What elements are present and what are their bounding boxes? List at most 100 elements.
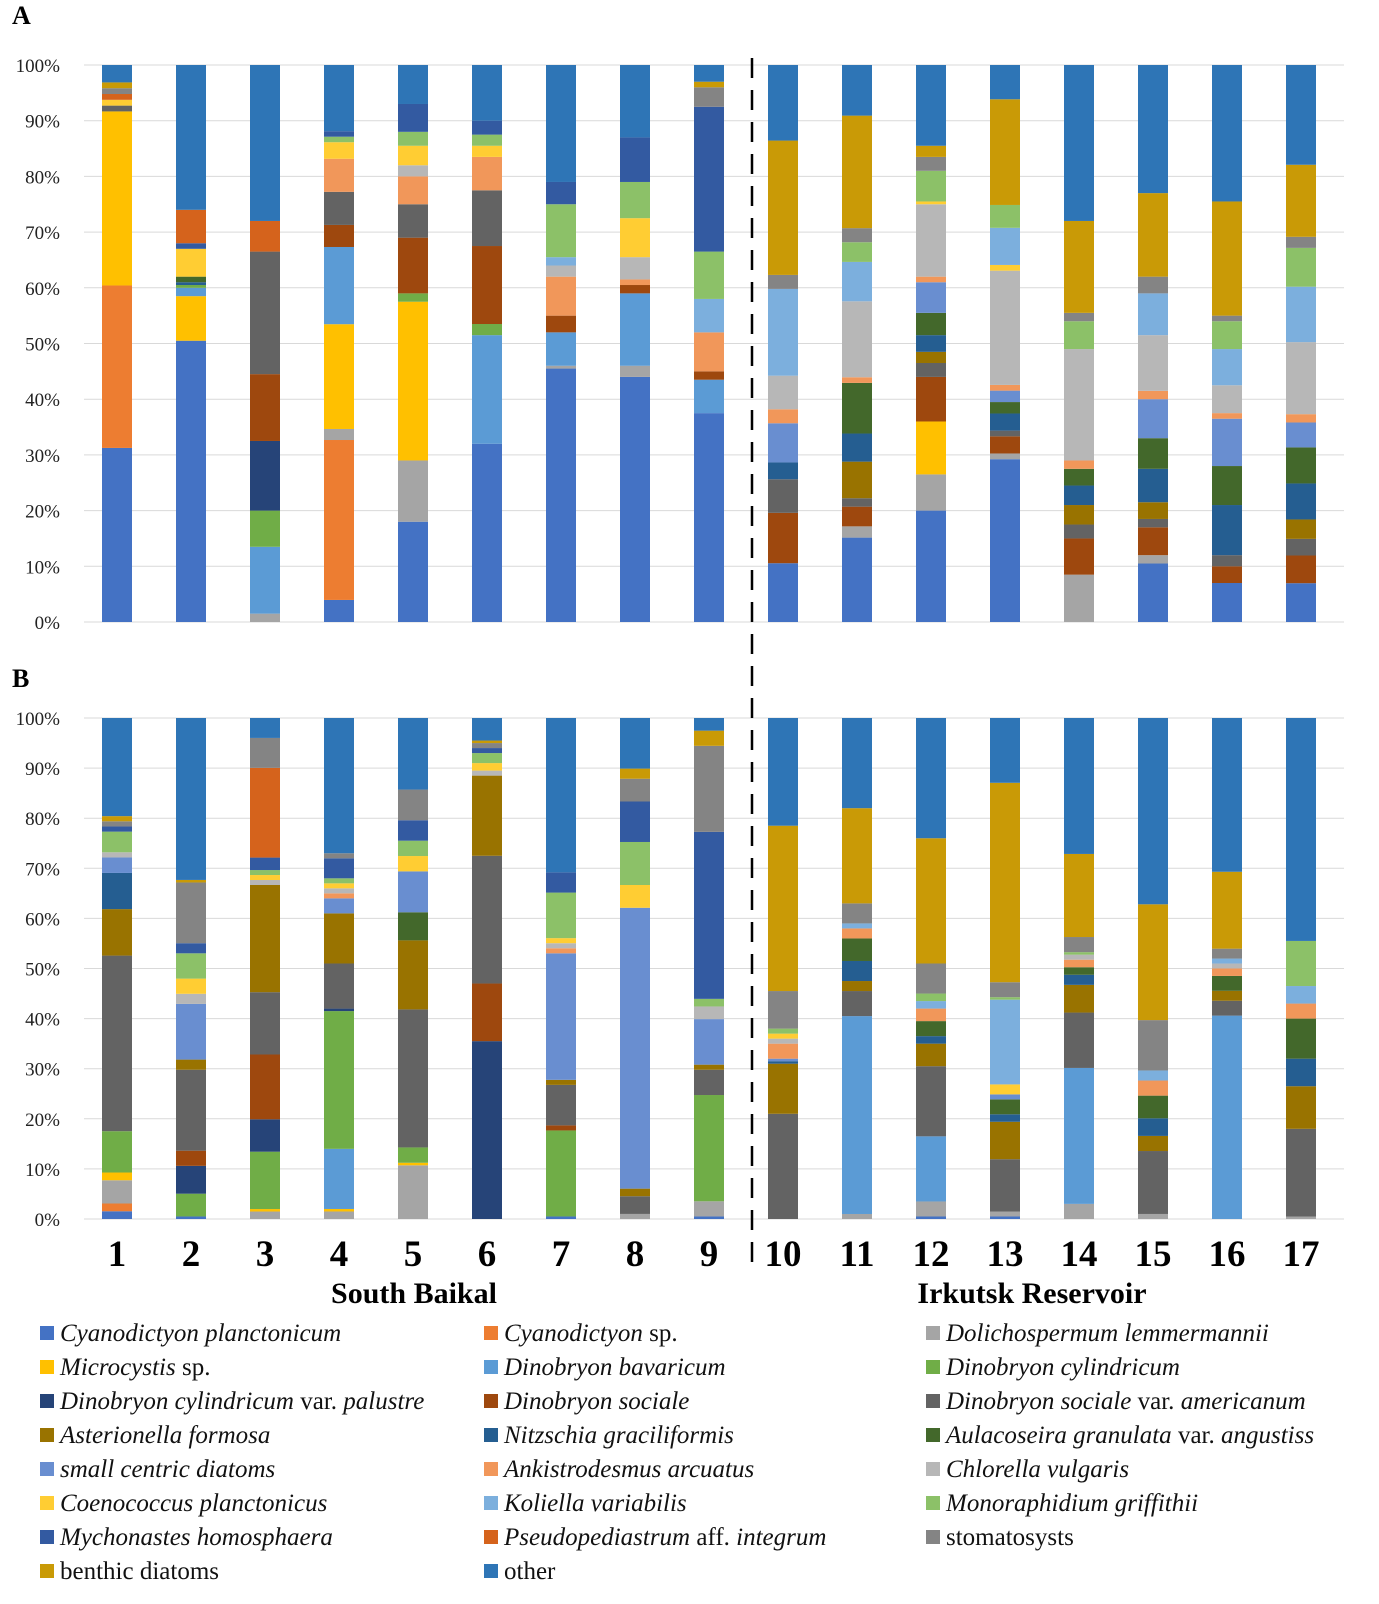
site-label: 15	[1135, 1234, 1172, 1275]
legend-swatch	[40, 1462, 54, 1476]
bar-segment-a-site-14-stomatosysts	[1064, 312, 1094, 322]
bar-segment-a-site-17-dinobryon-sociale	[1286, 555, 1316, 584]
bar-segment-b-site-7-dinobryon-cylindricum	[546, 1130, 576, 1217]
bar-segment-b-site-17-aulacoseira-granulata-var-angustiss	[1286, 1018, 1316, 1059]
bar-segment-b-site-7-dinobryon-sociale	[546, 1125, 576, 1131]
legend-item: Pseudopediastrum aff. integrum	[484, 1524, 826, 1551]
bar-segment-b-site-8-stomatosysts	[620, 778, 650, 802]
bar-segment-b-site-1-benthic-diatoms	[102, 816, 132, 822]
bar-segment-a-site-14-aulacoseira-granulata-var-angustiss	[1064, 468, 1094, 486]
bar-segment-a-site-17-koliella-variabilis	[1286, 286, 1316, 343]
bar-segment-a-site-9-ankistrodesmus-arcuatus	[694, 332, 724, 372]
bar-segment-a-site-10-koliella-variabilis	[768, 288, 798, 376]
legend-swatch	[40, 1326, 54, 1340]
bar-segment-a-site-3-dolichospermum-lemmermannii	[250, 613, 280, 622]
bar-segment-b-site-13-aulacoseira-granulata-var-angustiss	[990, 1099, 1020, 1115]
legend-swatch	[926, 1462, 940, 1476]
site-label: 1	[108, 1234, 127, 1275]
bar-segment-b-site-13-monoraphidium-griffithii	[990, 997, 1020, 1000]
y-tick-label: 100%	[16, 709, 61, 730]
bar-segment-a-site-4-microcystis-sp	[324, 324, 354, 429]
y-tick-label: 30%	[25, 1060, 60, 1081]
bar-segment-b-site-14-dolichospermum-lemmermannii	[1064, 1203, 1094, 1219]
legend-label: Koliella variabilis	[503, 1490, 687, 1517]
bar-segment-b-site-5-dinobryon-sociale-var-americanum	[398, 1009, 428, 1148]
legend-label: Dinobryon cylindricum var. palustre	[59, 1388, 424, 1415]
bar-segment-b-site-12-asterionella-formosa	[916, 1043, 946, 1067]
site-label: 17	[1283, 1234, 1320, 1275]
bar-segment-b-site-12-dinobryon-sociale-var-americanum	[916, 1066, 946, 1137]
bar-segment-a-site-14-asterionella-formosa	[1064, 505, 1094, 525]
panel-a-label: A	[12, 1, 31, 30]
legend-label: Dinobryon cylindricum	[945, 1354, 1180, 1381]
panel-b-label: B	[12, 664, 29, 693]
bar-segment-b-site-15-ankistrodesmus-arcuatus	[1138, 1080, 1168, 1096]
bar-segment-a-site-12-dinobryon-sociale	[916, 376, 946, 422]
bar-segment-a-site-16-other	[1212, 65, 1242, 202]
bar-segment-a-site-13-ankistrodesmus-arcuatus	[990, 384, 1020, 391]
bar-segment-b-site-3-dinobryon-sociale-var-americanum	[250, 992, 280, 1055]
bar-segment-a-site-13-monoraphidium-griffithii	[990, 204, 1020, 228]
bar-segment-a-site-4-dinobryon-sociale	[324, 224, 354, 247]
bar-segment-a-site-15-ankistrodesmus-arcuatus	[1138, 390, 1168, 400]
group-label-irkutsk-reservoir: Irkutsk Reservoir	[917, 1277, 1146, 1310]
bar-segment-b-site-7-asterionella-formosa	[546, 1079, 576, 1085]
bar-segment-b-site-7-monoraphidium-griffithii	[546, 892, 576, 939]
bar-segment-b-site-14-dinobryon-bavaricum	[1064, 1067, 1094, 1204]
bar-segment-a-site-14-chlorella-vulgaris	[1064, 349, 1094, 461]
legend-swatch	[484, 1360, 498, 1374]
bar-segment-b-site-15-dinobryon-sociale-var-americanum	[1138, 1151, 1168, 1214]
bar-segment-b-site-2-chlorella-vulgaris	[176, 993, 206, 1004]
bar-segment-a-site-13-cyanodictyon-planctonicum	[990, 459, 1020, 622]
bar-segment-a-site-11-dinobryon-sociale-var-americanum	[842, 498, 872, 507]
bar-segment-a-site-5-monoraphidium-griffithii	[398, 131, 428, 146]
bar-segment-a-site-9-benthic-diatoms	[694, 81, 724, 88]
bar-segment-b-site-6-other	[472, 718, 502, 741]
bar-segment-b-site-12-koliella-variabilis	[916, 1001, 946, 1009]
bar-segment-a-site-11-benthic-diatoms	[842, 115, 872, 229]
y-tick-label: 70%	[25, 859, 60, 880]
y-tick-label: 80%	[25, 167, 60, 188]
bar-segment-b-site-6-benthic-diatoms	[472, 740, 502, 744]
bar-segment-b-site-2-monoraphidium-griffithii	[176, 953, 206, 979]
bar-segment-a-site-8-ankistrodesmus-arcuatus	[620, 279, 650, 286]
legend-label: Chlorella vulgaris	[946, 1456, 1129, 1483]
bar-segment-b-site-12-cyanodictyon-planctonicum	[916, 1216, 946, 1219]
bar-segment-b-site-7-small-centric-diatoms	[546, 953, 576, 1080]
bar-segment-a-site-10-chlorella-vulgaris	[768, 375, 798, 410]
bar-segment-a-site-10-small-centric-diatoms	[768, 423, 798, 463]
bar-segment-a-site-13-dinobryon-sociale-var-americanum	[990, 430, 1020, 437]
bar-segment-b-site-16-asterionella-formosa	[1212, 990, 1242, 1001]
bar-segment-a-site-16-stomatosysts	[1212, 315, 1242, 322]
bar-segment-a-site-15-small-centric-diatoms	[1138, 399, 1168, 439]
site-label: 10	[765, 1234, 802, 1275]
bar-segment-b-site-4-dinobryon-bavaricum	[324, 1148, 354, 1209]
legend-label: Cyanodictyon planctonicum	[60, 1320, 341, 1347]
legend-swatch	[484, 1394, 498, 1408]
bar-segment-a-site-13-nitzschia-graciliformis	[990, 413, 1020, 431]
bar-segment-b-site-8-other	[620, 718, 650, 769]
bar-segment-b-site-16-other	[1212, 718, 1242, 872]
bar-segment-a-site-7-monoraphidium-griffithii	[546, 204, 576, 258]
bar-segment-b-site-5-asterionella-formosa	[398, 940, 428, 1010]
bar-segment-a-site-17-ankistrodesmus-arcuatus	[1286, 414, 1316, 423]
legend-swatch	[40, 1394, 54, 1408]
bar-segment-a-site-8-monoraphidium-griffithii	[620, 181, 650, 219]
legend-label: benthic diatoms	[60, 1558, 219, 1585]
legend-item: Asterionella formosa	[40, 1422, 270, 1449]
bar-segment-b-site-6-dinobryon-sociale	[472, 983, 502, 1042]
legend-item: Dinobryon cylindricum var. palustre	[40, 1388, 424, 1415]
bar-segment-b-site-12-ankistrodesmus-arcuatus	[916, 1008, 946, 1022]
bar-segment-a-site-3-dinobryon-cylindricum-var-palustre	[250, 440, 280, 511]
bar-segment-a-site-16-nitzschia-graciliformis	[1212, 505, 1242, 556]
site-label: 4	[330, 1234, 349, 1275]
legend-label: Asterionella formosa	[58, 1422, 270, 1449]
bar-segment-a-site-8-dinobryon-sociale	[620, 285, 650, 294]
legend-item: small centric diatoms	[40, 1456, 275, 1483]
bar-segment-b-site-9-dinobryon-cylindricum	[694, 1095, 724, 1202]
bar-segment-a-site-12-aulacoseira-granulata-var-angustiss	[916, 312, 946, 336]
bar-segment-a-site-3-dinobryon-sociale	[250, 374, 280, 441]
bar-segment-b-site-17-nitzschia-graciliformis	[1286, 1058, 1316, 1087]
bar-segment-a-site-4-cyanodictyon-planctonicum	[324, 599, 354, 622]
bar-segment-a-site-14-monoraphidium-griffithii	[1064, 321, 1094, 350]
